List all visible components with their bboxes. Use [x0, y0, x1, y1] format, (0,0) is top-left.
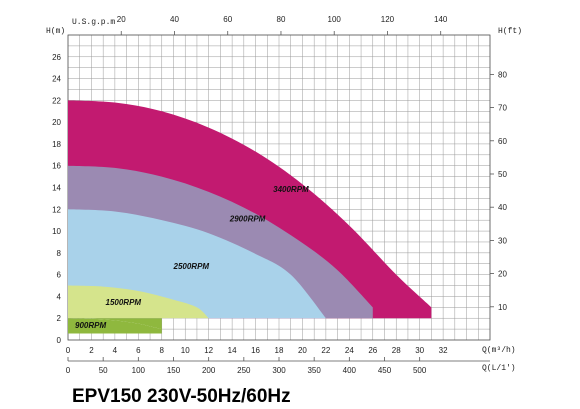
q-lmin-tick-label: 500: [413, 366, 427, 375]
q-m3h-tick-label: 30: [415, 346, 424, 355]
h-m-tick-label: 14: [52, 184, 61, 193]
q-lmin-axis-label: Q(L/1′): [482, 364, 516, 373]
rpm-label-3400rpm: 3400RPM: [273, 185, 309, 194]
h-m-tick-label: 24: [52, 75, 61, 84]
q-m3h-tick-label: 4: [113, 346, 118, 355]
q-m3h-tick-label: 10: [181, 346, 190, 355]
usgpm-tick-label: 20: [117, 15, 126, 24]
curve-area-900rpm: [68, 318, 162, 330]
chart-title: EPV150 230V-50Hz/60Hz: [72, 386, 291, 407]
h-m-tick-label: 18: [52, 140, 61, 149]
rpm-label-2500rpm: 2500RPM: [173, 262, 210, 271]
chart-axes: 0246810121416182022242610203040506070802…: [52, 15, 507, 375]
usgpm-tick-label: 140: [434, 15, 448, 24]
h-ft-tick-label: 20: [498, 270, 507, 279]
q-m3h-tick-label: 24: [345, 346, 354, 355]
q-lmin-tick-label: 0: [66, 366, 71, 375]
h-m-axis-label: H(m): [46, 27, 65, 36]
rpm-label-1500rpm: 1500RPM: [106, 298, 142, 307]
q-m3h-tick-label: 8: [160, 346, 165, 355]
curve-area-900rpm-base: [68, 318, 162, 334]
q-m3h-tick-label: 0: [66, 346, 71, 355]
h-ft-tick-label: 80: [498, 70, 507, 79]
h-m-tick-label: 20: [52, 118, 61, 127]
q-lmin-tick-label: 400: [343, 366, 357, 375]
q-lmin-tick-label: 450: [378, 366, 392, 375]
q-m3h-tick-label: 12: [204, 346, 213, 355]
q-lmin-tick-label: 100: [132, 366, 146, 375]
q-m3h-tick-label: 22: [321, 346, 330, 355]
usgpm-tick-label: 80: [277, 15, 286, 24]
q-m3h-axis-label: Q(m³/h): [482, 346, 516, 355]
h-m-tick-label: 0: [57, 336, 62, 345]
usgpm-tick-label: 40: [170, 15, 179, 24]
rpm-curves: [68, 100, 432, 334]
h-m-tick-label: 2: [57, 314, 62, 323]
q-m3h-tick-label: 14: [228, 346, 237, 355]
h-ft-tick-label: 30: [498, 236, 507, 245]
q-m3h-tick-label: 6: [136, 346, 141, 355]
q-lmin-tick-label: 200: [202, 366, 216, 375]
h-m-tick-label: 4: [57, 292, 62, 301]
usgpm-tick-label: 100: [328, 15, 342, 24]
h-ft-axis-label: H(ft): [498, 27, 522, 36]
q-m3h-tick-label: 32: [439, 346, 448, 355]
q-m3h-tick-label: 26: [368, 346, 377, 355]
h-m-tick-label: 12: [52, 205, 61, 214]
q-m3h-tick-label: 2: [89, 346, 94, 355]
q-m3h-tick-label: 20: [298, 346, 307, 355]
h-ft-tick-label: 70: [498, 104, 507, 113]
q-m3h-tick-label: 16: [251, 346, 260, 355]
q-lmin-tick-label: 300: [272, 366, 286, 375]
curve-area-1500rpm: [68, 285, 209, 319]
h-ft-tick-label: 50: [498, 170, 507, 179]
q-lmin-tick-label: 50: [99, 366, 108, 375]
rpm-label-900rpm: 900RPM: [75, 321, 106, 330]
h-m-tick-label: 8: [57, 249, 62, 258]
h-m-tick-label: 26: [52, 53, 61, 62]
q-lmin-tick-label: 250: [237, 366, 251, 375]
h-ft-tick-label: 40: [498, 203, 507, 212]
rpm-labels: 3400RPM 2900RPM 2500RPM 1500RPM 900RPM: [75, 185, 309, 330]
usgpm-tick-label: 60: [223, 15, 232, 24]
rpm-label-2900rpm: 2900RPM: [229, 214, 266, 223]
usgpm-tick-label: 120: [381, 15, 395, 24]
h-ft-tick-label: 10: [498, 303, 507, 312]
h-m-tick-label: 22: [52, 96, 61, 105]
usgpm-axis-label: U.S.g.p.m: [72, 18, 115, 27]
q-lmin-tick-label: 150: [167, 366, 181, 375]
q-m3h-tick-label: 28: [392, 346, 401, 355]
h-m-tick-label: 10: [52, 227, 61, 236]
h-m-tick-label: 16: [52, 162, 61, 171]
h-ft-tick-label: 60: [498, 137, 507, 146]
q-m3h-tick-label: 18: [275, 346, 284, 355]
h-m-tick-label: 6: [57, 271, 62, 280]
q-lmin-tick-label: 350: [307, 366, 321, 375]
